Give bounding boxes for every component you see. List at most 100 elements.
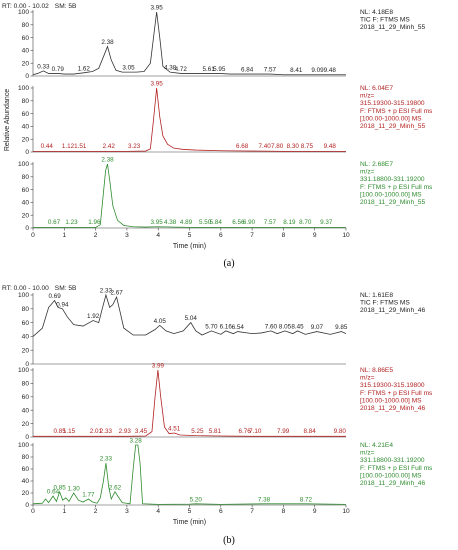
y-tick-label: 20 [22, 490, 30, 497]
peak-label: 4.51 [168, 425, 181, 432]
peak-label: 8.75 [301, 143, 314, 150]
peak-label: 4.89 [180, 219, 193, 226]
y-tick-label: 20 [22, 347, 30, 354]
peak-label: 5.81 [209, 428, 222, 435]
y-tick-label: 100 [18, 9, 29, 16]
x-tick-label: 6 [219, 232, 223, 239]
figure-caption: (a) [223, 258, 234, 269]
peak-label: 1.62 [78, 65, 91, 72]
y-tick-label: 20 [22, 421, 30, 428]
panel-info-line: 2018_11_29_Minh_55 [360, 199, 425, 206]
peak-label: 1.92 [87, 313, 100, 320]
peak-label: 5.04 [185, 315, 198, 322]
peak-label: 2.93 [119, 428, 132, 435]
peak-label: 7.57 [264, 219, 277, 226]
panel-info-line: 331.18800-331.19200 [360, 457, 425, 464]
panel-info-line: TIC F: FTMS MS [360, 17, 410, 24]
peak-label: 8.70 [299, 219, 312, 226]
panel-1: 0 20 40 60 80 100 0.33 0.79 1.62 2.38 3.05 3.95 4.38… [18, 5, 425, 81]
x-tick-label: 9 [313, 508, 317, 515]
panel-info-line: 2018_11_29_Minh_46 [360, 405, 425, 412]
peak-label: 4.05 [154, 318, 167, 325]
peak-label: 6.54 [232, 324, 245, 331]
y-tick-label: 20 [22, 212, 30, 219]
peak-label: 4.38 [164, 219, 177, 226]
peak-label: 2.33 [100, 456, 113, 463]
y-tick-label: 0 [25, 502, 29, 509]
y-tick-label: 80 [22, 454, 30, 461]
peak-label: 9.80 [334, 428, 347, 435]
panel-info-line: [100.00-1000.00] MS [360, 397, 422, 404]
x-tick-label: 4 [156, 508, 160, 515]
panel-2: 0 20 40 60 80 100 0.851.15 2.012.33 2.93 3.45 3.99… [18, 363, 433, 442]
x-tick-label: 5 [188, 508, 192, 515]
x-tick-label: 3 [125, 508, 129, 515]
chromatogram-trace [33, 163, 346, 228]
peak-label: 8.19 [283, 219, 296, 226]
panel-info-line: 2018_11_29_Minh_46 [360, 480, 425, 487]
y-tick-label: 40 [22, 200, 30, 207]
peak-label: 3.28 [130, 438, 143, 445]
y-tick-label: 100 [18, 367, 29, 374]
peak-label: 3.05 [122, 65, 135, 72]
peak-label: 0.69 [48, 293, 61, 300]
peak-label: 7.40 [258, 143, 271, 150]
peak-label: 1.96 [88, 219, 101, 226]
figure-caption: (b) [223, 535, 235, 546]
y-tick-label: 60 [22, 35, 30, 42]
peak-label: 3.23 [128, 143, 141, 150]
peak-label: 5.95 [213, 66, 226, 73]
x-tick-label: 0 [31, 508, 35, 515]
y-tick-label: 80 [22, 22, 30, 29]
panel-info-line: m/z= [360, 169, 375, 176]
x-tick-label: 10 [342, 508, 350, 515]
peak-label: 6.90 [243, 219, 256, 226]
peak-label: 1.30 [68, 486, 81, 493]
panel-info-line: NL: 2.68E7 [360, 161, 393, 168]
x-axis-title: Time (min) [173, 519, 206, 526]
peak-label: 9.48 [324, 67, 337, 74]
y-tick-label: 40 [22, 478, 30, 485]
panel-info-line: 315.19300-315.19800 [360, 100, 425, 107]
y-tick-label: 100 [18, 292, 29, 299]
peak-label: 0.94 [56, 301, 69, 308]
panel-3: 0 20 40 60 80 100 0.640.85 1.301.77 2.33 2.62 3.28… [18, 438, 433, 510]
x-tick-label: 8 [282, 508, 286, 515]
y-tick-label: 0 [25, 225, 29, 232]
peak-label: 2.62 [109, 484, 122, 491]
x-tick-label: 0 [31, 232, 35, 239]
y-tick-label: 40 [22, 334, 30, 341]
peak-label: 7.38 [258, 496, 271, 503]
x-tick-label: 1 [62, 508, 66, 515]
peak-label: 6.56 [232, 219, 245, 226]
panel-info-line: 2018_11_29_Minh_55 [360, 123, 425, 130]
y-tick-label: 60 [22, 320, 30, 327]
peak-label: 2.42 [103, 143, 116, 150]
y-axis-title: Relative Abundance [4, 89, 11, 151]
peak-label: 3.45 [135, 428, 148, 435]
peak-label: 2.01 [90, 428, 103, 435]
peak-label: 6.76 [238, 428, 251, 435]
peak-label: 5.20 [190, 496, 203, 503]
chromatogram-trace [32, 11, 346, 76]
peak-label: 8.41 [290, 67, 303, 74]
panel-info-line: F: FTMS + p ESI Full ms [360, 390, 433, 397]
x-tick-label: 3 [125, 232, 129, 239]
peak-label: 9.85 [335, 324, 348, 331]
x-tick-label: 6 [219, 508, 223, 515]
panel-2: 0 20 40 60 80 100 0.44 1.12 1.51 2.42 3.23 3.95 6.68… [18, 81, 433, 157]
panel-info-line: m/z= [360, 375, 375, 382]
peak-label: 4.38 [164, 65, 177, 72]
y-tick-label: 80 [22, 381, 30, 388]
peak-label: 8.30 [287, 143, 300, 150]
peak-label: 1.12 [62, 143, 75, 150]
peak-label: 9.09 [311, 67, 324, 74]
peak-label: 8.05 [279, 323, 292, 330]
peak-label: 8.84 [304, 428, 317, 435]
panel-info-line: [100.00-1000.00] MS [360, 115, 422, 122]
peak-label: 6.68 [236, 143, 249, 150]
x-tick-label: 9 [313, 232, 317, 239]
peak-label: 5.84 [210, 219, 223, 226]
peak-label: 0.44 [41, 143, 54, 150]
